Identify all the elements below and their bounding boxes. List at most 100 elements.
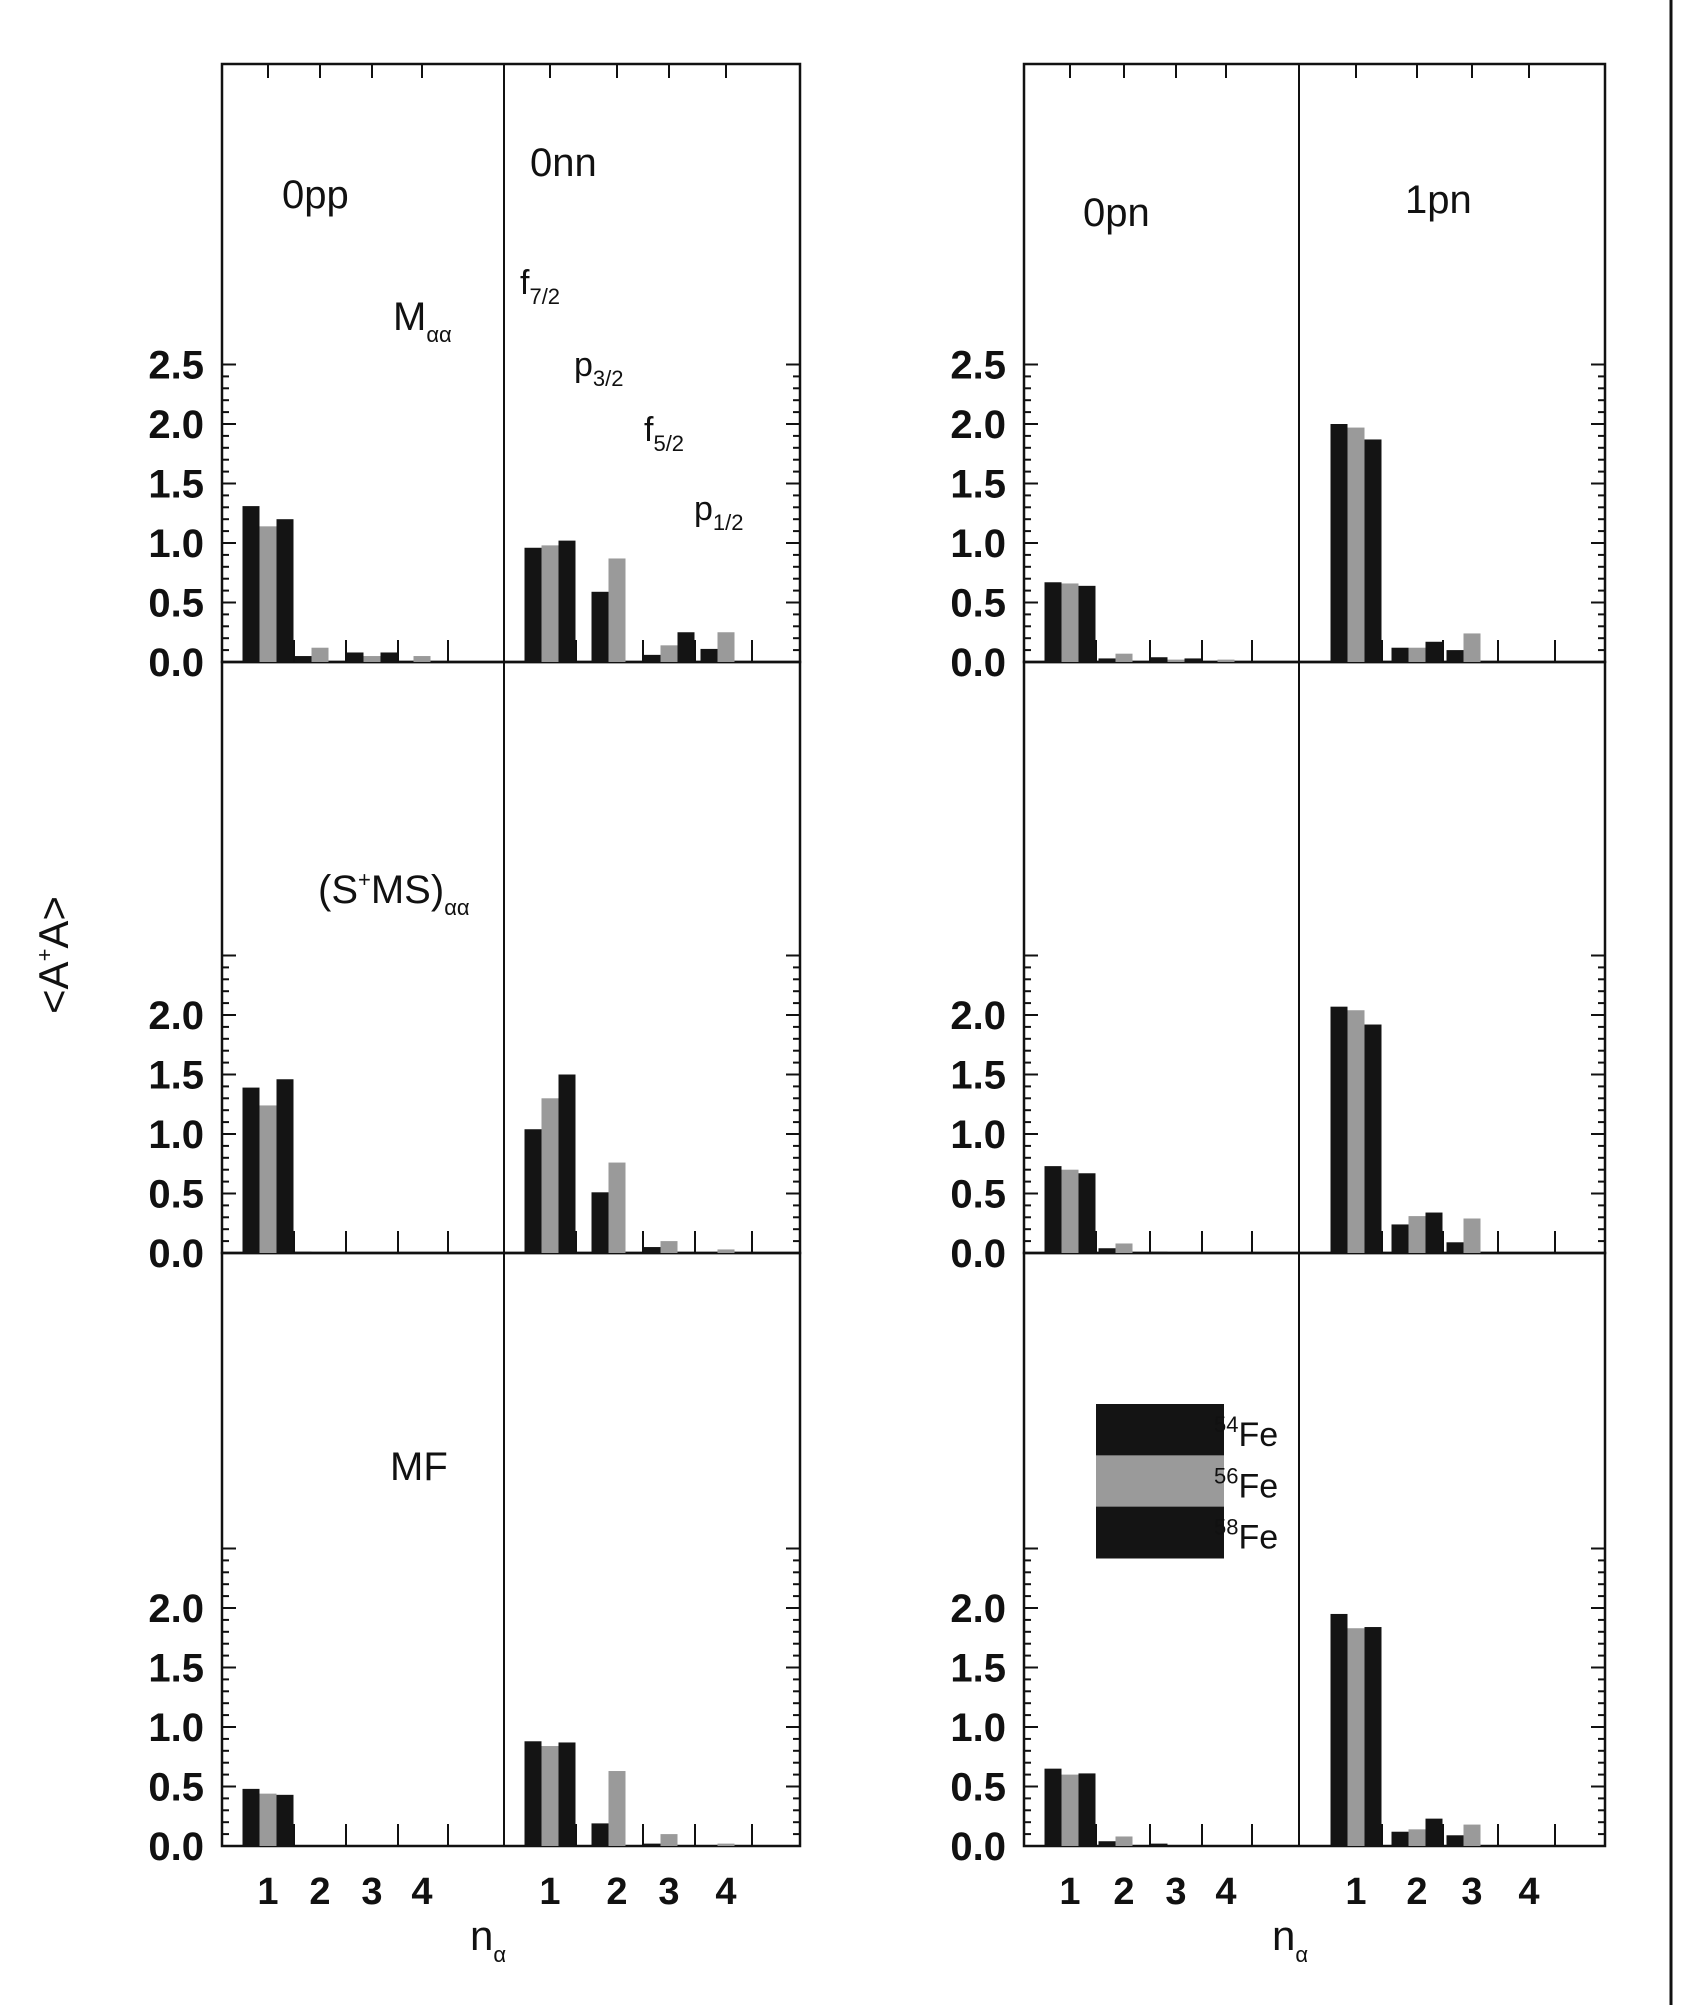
x-axis-title: nα bbox=[470, 1912, 506, 1967]
row-label-3: MF bbox=[390, 1445, 448, 1489]
y-tick-label: 2.0 bbox=[148, 403, 204, 447]
bar-0nn-n2-s2 bbox=[608, 558, 626, 662]
bar-1pn-n3-s1 bbox=[1446, 1242, 1464, 1253]
bar-1pn-n1-s3 bbox=[1364, 439, 1382, 662]
bar-0pn-n3-s3 bbox=[1184, 658, 1202, 662]
bar-1pn-n3-s1 bbox=[1446, 1835, 1464, 1846]
y-axis-title: <A+A> bbox=[30, 896, 77, 1014]
x-tick-label: 1 bbox=[539, 1871, 560, 1913]
bar-1pn-n1-s2 bbox=[1347, 1628, 1365, 1846]
bar-0nn-n1-s2 bbox=[541, 545, 559, 662]
orbital-label-f5-2: f5/2 bbox=[644, 411, 684, 456]
y-tick-label: 0.0 bbox=[950, 1825, 1006, 1869]
bar-0nn-n4-s1 bbox=[700, 648, 718, 662]
y-tick-label: 1.5 bbox=[950, 1054, 1006, 1098]
legend-swatch-58Fe bbox=[1096, 1506, 1224, 1559]
bar-0pp-n2-s2 bbox=[311, 647, 329, 662]
y-tick-label: 1.0 bbox=[148, 522, 204, 566]
bar-0pp-n1-s3 bbox=[276, 1079, 294, 1253]
bar-0nn-n2-s1 bbox=[591, 1192, 609, 1253]
bar-0nn-n2-s1 bbox=[591, 591, 609, 662]
panel-label-1pn: 1pn bbox=[1405, 178, 1472, 222]
x-tick-label: 2 bbox=[606, 1871, 627, 1913]
bar-0pn-n1-s3 bbox=[1078, 1773, 1096, 1846]
bar-0nn-n3-s2 bbox=[660, 1241, 678, 1253]
y-tick-label: 2.0 bbox=[950, 1587, 1006, 1631]
bar-0nn-n2-s2 bbox=[608, 1771, 626, 1846]
y-tick-label: 1.5 bbox=[950, 463, 1006, 507]
bar-0pp-n3-s1 bbox=[346, 652, 364, 662]
bar-0pp-n1-s2 bbox=[259, 526, 277, 662]
orbital-label-p1-2: p1/2 bbox=[694, 490, 744, 535]
y-tick-label: 1.5 bbox=[148, 1647, 204, 1691]
bar-1pn-n3-s2 bbox=[1463, 633, 1481, 662]
x-tick-label: 3 bbox=[361, 1871, 382, 1913]
bar-0nn-n1-s2 bbox=[541, 1746, 559, 1846]
x-tick-label: 4 bbox=[411, 1871, 432, 1913]
bar-0nn-n1-s3 bbox=[558, 1074, 576, 1253]
bar-0pn-n2-s2 bbox=[1115, 1836, 1133, 1846]
legend-label-58Fe: 58Fe bbox=[1214, 1515, 1278, 1557]
bar-1pn-n3-s2 bbox=[1463, 1218, 1481, 1253]
bar-1pn-n1-s3 bbox=[1364, 1627, 1382, 1846]
bar-0pn-n1-s3 bbox=[1078, 1173, 1096, 1253]
bar-1pn-n1-s2 bbox=[1347, 1010, 1365, 1253]
bar-1pn-n2-s2 bbox=[1408, 647, 1426, 662]
bar-1pn-n1-s3 bbox=[1364, 1024, 1382, 1253]
row-label-1: Mαα bbox=[393, 295, 452, 347]
bar-0pp-n2-s1 bbox=[294, 1251, 312, 1253]
x-tick-label: 2 bbox=[309, 1871, 330, 1913]
y-tick-label: 0.0 bbox=[148, 641, 204, 685]
legend-swatch-56Fe bbox=[1096, 1455, 1224, 1508]
bar-0pp-n1-s2 bbox=[259, 1793, 277, 1846]
bar-1pn-n3-s2 bbox=[1463, 1824, 1481, 1846]
bar-0pn-n1-s1 bbox=[1044, 1768, 1062, 1846]
panel-label-0pn: 0pn bbox=[1083, 191, 1150, 235]
bar-0pn-n2-s1 bbox=[1098, 658, 1116, 662]
bar-0pn-n1-s2 bbox=[1061, 1774, 1079, 1846]
bar-0nn-n3-s1 bbox=[643, 1247, 661, 1253]
bar-1pn-n2-s3 bbox=[1425, 641, 1443, 662]
y-tick-label: 1.0 bbox=[950, 1113, 1006, 1157]
y-tick-label: 2.0 bbox=[148, 994, 204, 1038]
bar-1pn-n2-s2 bbox=[1408, 1216, 1426, 1253]
bar-1pn-n1-s2 bbox=[1347, 427, 1365, 662]
bar-0pn-n3-s1 bbox=[1150, 1843, 1168, 1846]
bar-0pn-n2-s2 bbox=[1115, 1243, 1133, 1253]
bar-0pp-n1-s2 bbox=[259, 1105, 277, 1253]
bar-1pn-n2-s1 bbox=[1391, 1831, 1409, 1846]
bar-0nn-n1-s1 bbox=[524, 547, 542, 662]
bar-1pn-n3-s1 bbox=[1446, 650, 1464, 662]
y-tick-label: 0.0 bbox=[950, 1232, 1006, 1276]
y-tick-label: 2.5 bbox=[950, 344, 1006, 388]
bar-0nn-n3-s2 bbox=[660, 1834, 678, 1846]
x-tick-label: 4 bbox=[1518, 1871, 1539, 1913]
bar-0nn-n3-s1 bbox=[643, 654, 661, 662]
legend-label-54Fe: 54Fe bbox=[1214, 1412, 1278, 1454]
y-tick-label: 0.0 bbox=[148, 1232, 204, 1276]
x-tick-label: 2 bbox=[1113, 1871, 1134, 1913]
axis-ticks bbox=[222, 64, 1605, 1847]
bar-0nn-n4-s2 bbox=[717, 632, 735, 662]
bar-0nn-n4-s2 bbox=[717, 1843, 735, 1846]
bar-0pp-n3-s2 bbox=[363, 656, 381, 662]
bar-0pp-n1-s1 bbox=[242, 1087, 260, 1253]
bar-1pn-n2-s1 bbox=[1391, 647, 1409, 662]
bar-0nn-n3-s2 bbox=[660, 645, 678, 662]
bar-0nn-n1-s2 bbox=[541, 1098, 559, 1253]
y-tick-label: 1.5 bbox=[148, 463, 204, 507]
bar-0pp-n1-s3 bbox=[276, 519, 294, 662]
y-tick-label: 1.0 bbox=[148, 1113, 204, 1157]
bar-0pn-n2-s2 bbox=[1115, 653, 1133, 662]
bar-1pn-n1-s1 bbox=[1330, 424, 1348, 662]
panel-label-0pp: 0pp bbox=[282, 173, 349, 217]
y-tick-label: 1.0 bbox=[950, 522, 1006, 566]
y-tick-label: 1.5 bbox=[950, 1647, 1006, 1691]
bar-1pn-n1-s1 bbox=[1330, 1613, 1348, 1846]
x-tick-label: 1 bbox=[1059, 1871, 1080, 1913]
y-tick-label: 0.5 bbox=[148, 582, 204, 626]
bar-0nn-n3-s3 bbox=[677, 632, 695, 662]
bar-0nn-n3-s1 bbox=[643, 1843, 661, 1846]
bar-0nn-n2-s1 bbox=[591, 1823, 609, 1846]
